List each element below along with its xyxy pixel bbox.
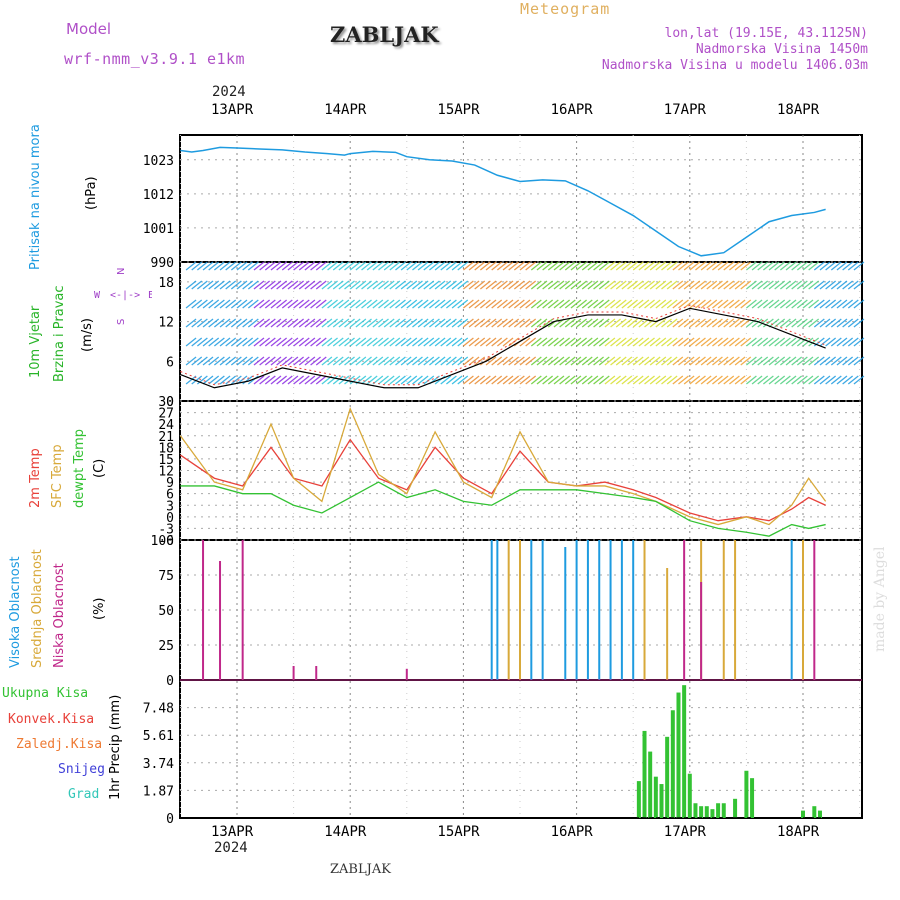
- legend-konvek-kisa: Konvek.Kisa: [8, 712, 95, 727]
- precip-bar: [710, 809, 715, 818]
- precip-panel-frame: [179, 679, 863, 819]
- x-tick-bottom: 13APR: [211, 824, 254, 840]
- temp-y-tick: -6: [158, 534, 174, 549]
- cloud-y-tick: 75: [158, 569, 174, 584]
- pressure-y-tick: 1001: [143, 222, 174, 237]
- temp-y-tick: 3: [166, 499, 174, 514]
- temp-y-tick: 12: [158, 465, 174, 480]
- cloud-y-tick: 100: [151, 534, 174, 549]
- precip-bar: [817, 810, 822, 818]
- temp-y-tick: 6: [166, 488, 174, 503]
- precip-bar: [687, 773, 692, 818]
- sfc-temp-line: [179, 406, 827, 526]
- wind-y-tick: 18: [158, 276, 174, 291]
- elevation-label: Nadmorska Visina 1450m: [695, 42, 868, 57]
- x-tick-bottom: 16APR: [551, 824, 594, 840]
- precip-bar: [801, 810, 805, 818]
- x-tick-bottom: 17APR: [664, 824, 707, 840]
- precip-bar: [636, 781, 641, 818]
- precip-bar: [812, 806, 817, 818]
- temp-y-tick: -3: [158, 522, 174, 537]
- wind-y-tick: 6: [166, 355, 174, 370]
- svg-text:E: E: [148, 290, 152, 301]
- lonlat-label: lon,lat (19.15E, 43.1125N): [664, 26, 869, 41]
- x-tick-top: 17APR: [664, 102, 707, 118]
- precip-bar: [682, 685, 687, 818]
- precip-y-tick: 1.87: [143, 784, 174, 799]
- cloud-y-tick: 25: [158, 639, 174, 654]
- wind-speed-line: [180, 307, 826, 389]
- pressure-y-tick: 1023: [143, 154, 174, 169]
- dewpt-line: [180, 481, 826, 537]
- cloud-y-tick: 50: [158, 604, 174, 619]
- meteogram-label: Meteogram: [520, 0, 611, 18]
- precip-y-tick: 5.61: [143, 729, 174, 744]
- temp-y-tick: 30: [158, 395, 174, 410]
- temp-y-tick: 18: [158, 441, 174, 456]
- precip-bar: [693, 803, 698, 818]
- x-tick-bottom: 18APR: [777, 824, 820, 840]
- x-tick-top: 16APR: [551, 102, 594, 118]
- x-tick-bottom: 15APR: [437, 824, 480, 840]
- x-tick-top: 15APR: [437, 102, 480, 118]
- precip-bar: [744, 770, 749, 818]
- svg-text:<-|->: <-|->: [110, 290, 140, 301]
- precip-bar: [676, 692, 681, 818]
- precip-bar: [699, 806, 704, 818]
- legend-zaledj-kisa: Zaledj.Kisa: [16, 737, 103, 752]
- x-tick-top: 13APR: [211, 102, 254, 118]
- precip-y-tick: 0: [166, 812, 174, 827]
- wind-gust-line: [180, 304, 826, 386]
- model-label: Model: [66, 20, 112, 38]
- press-panel-frame: [179, 134, 863, 263]
- pressure-y-tick: 1012: [143, 188, 174, 203]
- temp-y-tick: 27: [158, 407, 174, 422]
- x-tick-top: 18APR: [777, 102, 820, 118]
- precip-y-tick: 7.48: [143, 702, 174, 717]
- precip-bar: [665, 736, 670, 818]
- footer-station: ZABLJAK: [330, 862, 391, 877]
- pressure-y-tick: 990: [151, 256, 174, 271]
- x-tick-bottom: 14APR: [324, 824, 367, 840]
- temp-y-tick: 21: [158, 430, 174, 445]
- svg-text:W: W: [94, 290, 101, 301]
- precip-bar: [704, 806, 709, 818]
- legend-grad: Grad: [68, 787, 100, 802]
- precip-y-tick: 3.74: [143, 757, 174, 772]
- precip-bar: [659, 784, 664, 818]
- year-top: 2024: [212, 84, 246, 100]
- model-value: wrf-nmm_v3.9.1 e1km: [64, 50, 246, 68]
- pressure-line: [180, 146, 826, 257]
- model-elevation-label: Nadmorska Visina u modelu 1406.03m: [601, 58, 868, 73]
- temp-y-tick: 24: [158, 418, 174, 433]
- precip-bar: [670, 710, 675, 818]
- wind-y-tick: 0: [166, 395, 174, 410]
- wind-direction-legend: W <-|-> E: [82, 258, 152, 328]
- temp-y-tick: 15: [158, 453, 174, 468]
- compass-icon: W <-|-> E: [94, 290, 152, 301]
- precip-bar: [653, 776, 658, 818]
- year-bottom: 2024: [214, 840, 248, 856]
- precip-bar: [750, 778, 755, 818]
- precip-bar: [716, 803, 721, 818]
- temp-y-tick: 0: [166, 511, 174, 526]
- legend-snijeg: Snijeg: [58, 762, 105, 777]
- precip-bar: [721, 803, 726, 818]
- precip-bar: [648, 751, 653, 818]
- x-tick-top: 14APR: [324, 102, 367, 118]
- wind-barbs: [185, 261, 865, 385]
- station-title: ZABLJAK: [330, 22, 439, 47]
- precip-bar: [733, 798, 738, 818]
- precip-bar: [642, 730, 647, 818]
- wind-y-tick: 12: [158, 316, 174, 331]
- temp-y-tick: 9: [166, 476, 174, 491]
- legend-ukupna-kisa: Ukupna Kisa: [2, 686, 89, 701]
- cloud-y-tick: 0: [166, 674, 174, 689]
